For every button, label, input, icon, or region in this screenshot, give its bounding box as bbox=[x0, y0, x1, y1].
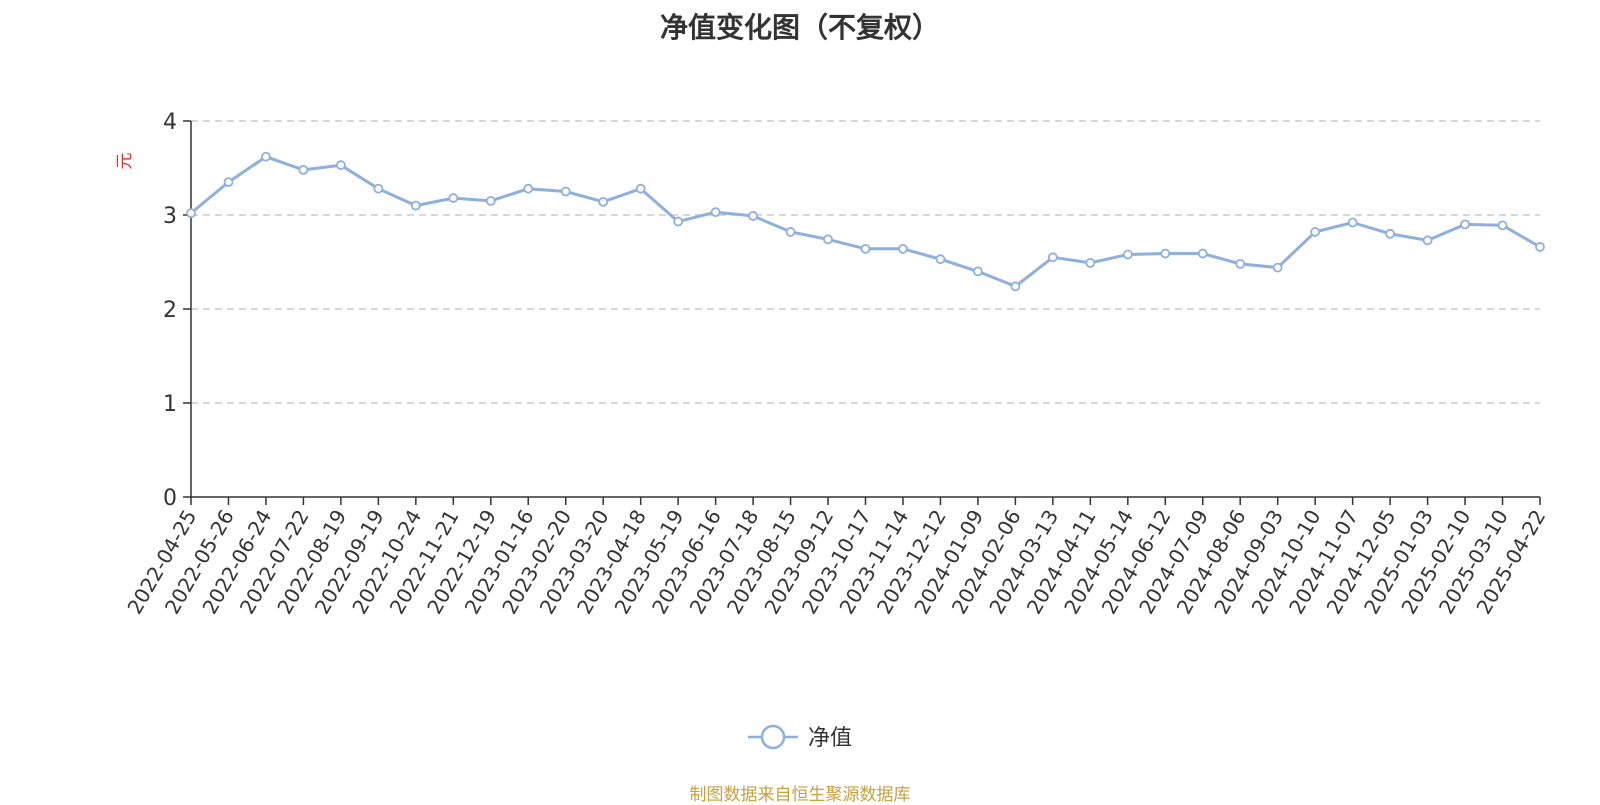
data-point bbox=[635, 183, 646, 194]
source-note: 制图数据来自恒生聚源数据库 bbox=[689, 785, 911, 805]
series-line bbox=[190, 155, 1541, 288]
data-point bbox=[1197, 248, 1208, 259]
data-point bbox=[1385, 228, 1396, 239]
data-point bbox=[1160, 248, 1171, 259]
legend-label: 净值 bbox=[808, 726, 852, 751]
series-net-value bbox=[186, 151, 1545, 292]
data-point bbox=[373, 183, 384, 194]
data-point bbox=[186, 208, 196, 219]
line-chart: 元 0 1 2 3 4 2022-04-252022-05-262022-06-2420… bbox=[115, 110, 1550, 751]
chart-title: 净值变化图（不复权） bbox=[659, 11, 940, 44]
data-point bbox=[898, 243, 908, 254]
data-point bbox=[485, 195, 496, 206]
data-point bbox=[1272, 262, 1283, 273]
y-tick-label: 1 bbox=[163, 392, 177, 417]
data-point bbox=[823, 234, 833, 245]
data-point bbox=[1535, 242, 1545, 252]
data-point bbox=[523, 183, 534, 194]
data-point bbox=[1347, 217, 1358, 228]
legend[interactable]: 净值 bbox=[748, 724, 852, 751]
data-point bbox=[598, 196, 609, 207]
data-point bbox=[673, 216, 684, 227]
data-point bbox=[1422, 235, 1433, 246]
y-axis-label: 元 bbox=[115, 153, 135, 170]
data-point bbox=[1310, 227, 1321, 237]
data-point bbox=[1235, 258, 1246, 269]
data-point bbox=[1497, 220, 1508, 231]
y-tick-labels: 0 1 2 3 4 bbox=[163, 110, 177, 511]
y-tick-label: 3 bbox=[163, 204, 177, 229]
data-point bbox=[1085, 258, 1096, 268]
axes: 元 bbox=[115, 120, 1541, 505]
data-point bbox=[448, 193, 459, 203]
data-point bbox=[1460, 219, 1470, 230]
data-point bbox=[1047, 252, 1058, 263]
data-point bbox=[560, 186, 571, 197]
data-point bbox=[1010, 281, 1021, 292]
data-point bbox=[748, 211, 758, 221]
data-point bbox=[261, 151, 271, 162]
data-point bbox=[935, 254, 946, 265]
data-point bbox=[860, 243, 871, 254]
grid-lines bbox=[191, 120, 1540, 404]
data-point bbox=[335, 160, 346, 171]
x-tick-labels: 2022-04-252022-05-262022-06-242022-07-22… bbox=[122, 505, 1550, 618]
data-point bbox=[785, 227, 796, 237]
data-point bbox=[410, 200, 421, 211]
data-point bbox=[298, 164, 309, 175]
y-tick-label: 0 bbox=[163, 486, 177, 511]
y-tick-label: 4 bbox=[163, 110, 177, 135]
data-point bbox=[1122, 249, 1133, 260]
data-point bbox=[710, 207, 721, 218]
y-tick-label: 2 bbox=[163, 298, 177, 323]
legend-circle-icon bbox=[760, 724, 786, 750]
data-point bbox=[223, 177, 234, 188]
data-point bbox=[973, 266, 983, 277]
